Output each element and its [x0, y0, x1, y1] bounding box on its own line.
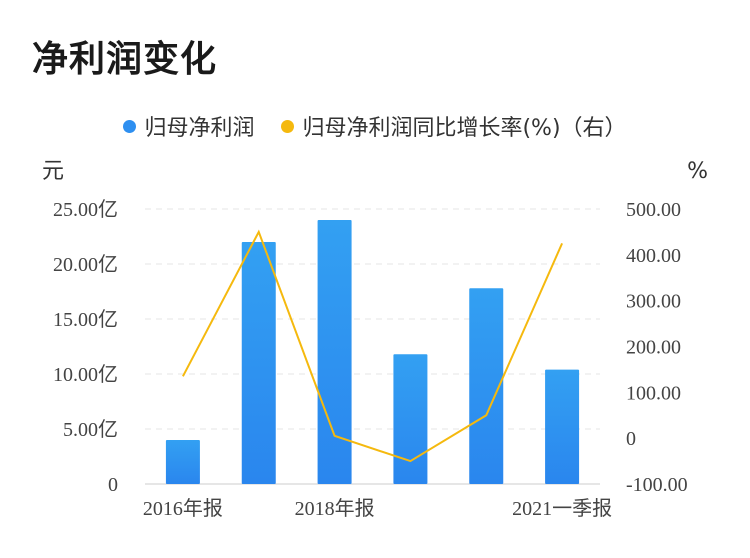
right-axis-unit: %: [687, 159, 708, 184]
right-tick-label: 300.00: [626, 291, 681, 313]
legend-label-growth-rate: 归母净利润同比增长率(%)（右）: [302, 116, 627, 141]
legend-item-net-profit[interactable]: 归母净利润: [123, 110, 254, 142]
bar: [545, 369, 580, 484]
right-tick-label: 100.00: [626, 382, 681, 404]
x-tick-label: 2021一季报: [512, 497, 612, 520]
right-tick-label: 500.00: [626, 199, 681, 221]
legend: 归母净利润 归母净利润同比增长率(%)（右）: [0, 110, 750, 142]
legend-label-net-profit: 归母净利润: [144, 116, 255, 141]
left-axis-unit: 元: [42, 159, 64, 184]
legend-dot-net-profit: [123, 119, 137, 133]
left-tick-label: 25.00亿: [53, 198, 118, 221]
right-tick-label: -100.00: [626, 474, 688, 496]
bar: [469, 288, 504, 484]
right-tick-label: 400.00: [626, 245, 681, 267]
bar: [317, 220, 352, 484]
x-tick-label: 2018年报: [295, 497, 375, 520]
left-tick-label: 0: [108, 474, 118, 496]
chart-title: 净利润变化: [32, 39, 218, 80]
right-tick-label: 200.00: [626, 337, 681, 359]
left-tick-label: 5.00亿: [63, 418, 118, 441]
legend-dot-growth-rate: [281, 119, 295, 133]
left-tick-label: 20.00亿: [53, 253, 118, 276]
bar: [393, 354, 428, 484]
x-tick-label: 2016年报: [143, 497, 223, 520]
left-tick-label: 10.00亿: [53, 363, 118, 386]
legend-item-growth-rate[interactable]: 归母净利润同比增长率(%)（右）: [281, 110, 627, 142]
growth-line: [182, 229, 563, 463]
bar: [165, 440, 200, 484]
bar: [241, 242, 276, 484]
left-tick-label: 15.00亿: [53, 308, 118, 331]
right-tick-label: 0: [626, 428, 636, 450]
